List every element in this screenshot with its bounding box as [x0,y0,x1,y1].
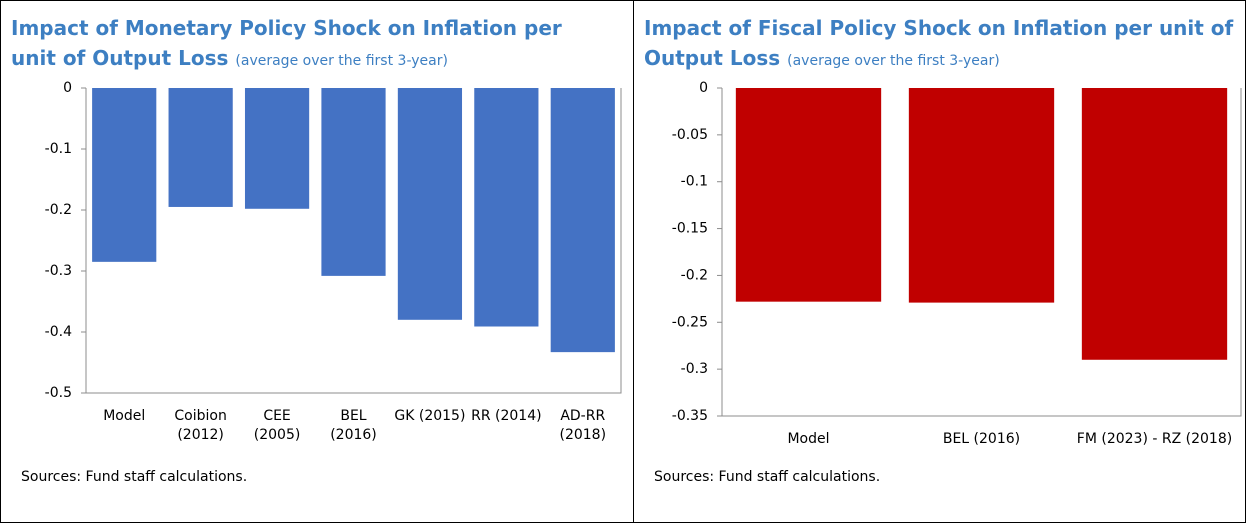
y-tick-label: -0.4 [45,324,72,340]
y-tick-label: -0.1 [681,174,708,190]
chart-title: Impact of Monetary Policy Shock on Infla… [11,16,562,70]
x-tick-label: Coibion (2012) [174,408,227,443]
chart-title-block: Impact of Monetary Policy Shock on Infla… [11,13,611,76]
chart-title-block: Impact of Fiscal Policy Shock on Inflati… [644,13,1244,76]
chart: 0 -0.05 -0.1 -0.15 -0.2 -0.25 -0.3 -0.35 [672,80,1242,424]
bar [1081,88,1228,360]
plot-frame [85,88,622,394]
y-tick-label: -0.05 [672,127,708,143]
chart-panel: 0 -0.05 -0.1 -0.15 -0.2 -0.25 -0.3 -0.35 Impact … [633,0,1246,523]
x-tick-label: BEL (2016) [330,408,377,443]
y-tick-label: -0.1 [45,141,72,157]
chart-subtitle: (average over the first 3-year) [787,53,1000,69]
y-tick-label: -0.15 [672,221,708,237]
bar [397,88,463,320]
bar [735,88,882,302]
y-tick-label: -0.2 [681,267,708,283]
y-tick-label: -0.5 [45,385,72,401]
x-tick-label: GK (2015) [394,408,466,424]
bar [244,88,310,209]
x-tick-label: FM (2023) - RZ (2018) [1076,431,1233,447]
y-tick-label: 0 [699,80,708,96]
x-tick-label: AD-RR (2018) [559,408,607,443]
y-tick-label: -0.3 [45,263,72,279]
bar [908,88,1055,303]
y-tick-label: -0.25 [672,314,708,330]
bar [168,88,233,207]
x-tick-label: CEE (2005) [253,408,301,443]
source-note: Sources: Fund staff calculations. [21,469,248,485]
source-note: Sources: Fund staff calculations. [654,469,881,485]
y-tick-label: 0 [63,80,72,96]
plot-frame [721,88,1242,417]
x-tick-label: BEL (2016) [942,431,1021,447]
bar [321,88,386,276]
x-tick-label: Model [103,408,146,424]
x-tick-label: Model [787,431,830,447]
chart-title: Impact of Fiscal Policy Shock on Inflati… [644,16,1234,70]
bar [550,88,615,353]
chart-panel: 0 -0.1 -0.2 -0.3 -0.4 -0.5 Impact of Monetary … [0,0,634,523]
bar [92,88,157,262]
y-tick-label: -0.35 [672,408,708,424]
y-tick-label: -0.3 [681,361,708,377]
y-tick-label: -0.2 [45,202,72,218]
bar [474,88,539,327]
x-tick-label: RR (2014) [471,408,542,424]
chart: 0 -0.1 -0.2 -0.3 -0.4 -0.5 [45,80,622,401]
chart-subtitle: (average over the first 3-year) [235,53,448,69]
